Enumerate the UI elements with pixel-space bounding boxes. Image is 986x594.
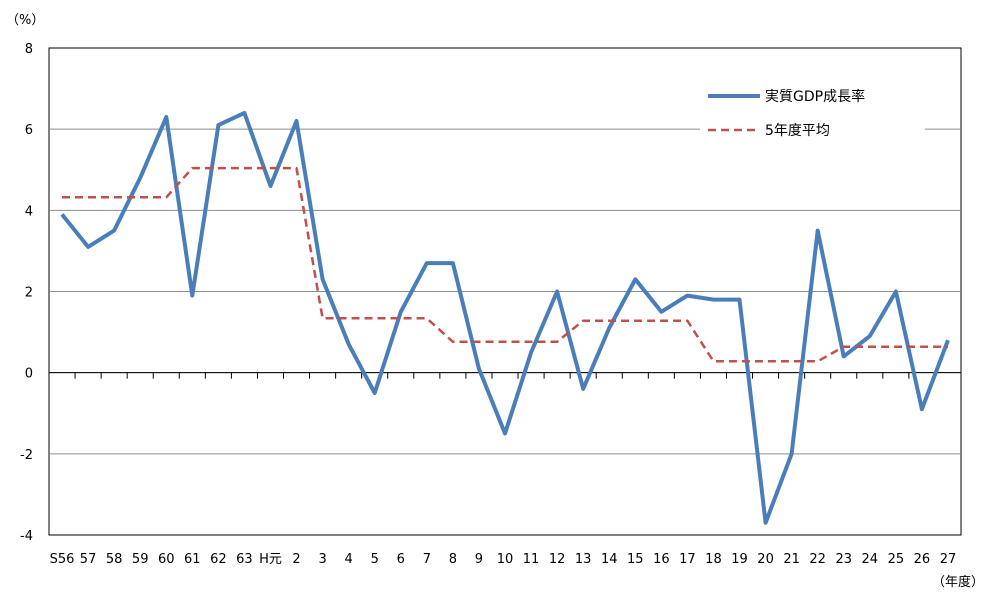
- x-tick-label: 16: [653, 552, 670, 567]
- x-tick-label: 12: [549, 552, 566, 567]
- x-tick-label: 23: [835, 552, 852, 567]
- x-tick-label: H元: [259, 552, 282, 567]
- x-tick-label: 21: [783, 552, 800, 567]
- x-tick-label: 7: [423, 552, 431, 567]
- y-unit-label: （%）: [6, 13, 44, 28]
- x-tick-label: 24: [862, 552, 879, 567]
- y-tick-label: -4: [20, 529, 33, 544]
- x-tick-label: 4: [345, 552, 353, 567]
- x-tick-label: 20: [757, 552, 774, 567]
- y-tick-label: 8: [25, 42, 33, 57]
- x-tick-label: 22: [809, 552, 826, 567]
- x-tick-label: 61: [184, 552, 201, 567]
- y-tick-label: 6: [25, 123, 33, 138]
- x-tick-label: 27: [940, 552, 957, 567]
- x-tick-label: 59: [132, 552, 149, 567]
- x-tick-label: 58: [106, 552, 123, 567]
- x-tick-label: 57: [80, 552, 97, 567]
- x-tick-label: 18: [705, 552, 722, 567]
- x-tick-label: S56: [50, 552, 75, 567]
- x-tick-label: 60: [158, 552, 175, 567]
- x-tick-label: 62: [210, 552, 227, 567]
- x-tick-label: 3: [318, 552, 326, 567]
- x-tick-label: 9: [475, 552, 483, 567]
- x-tick-label: 26: [914, 552, 931, 567]
- x-tick-label: 25: [888, 552, 905, 567]
- series-lines: [62, 113, 948, 523]
- x-tick-label: 17: [679, 552, 696, 567]
- x-tick-label: 10: [497, 552, 514, 567]
- y-tick-label: 2: [25, 286, 33, 301]
- legend-label-gdp: 実質GDP成長率: [765, 88, 865, 105]
- x-tick-label: 8: [449, 552, 457, 567]
- x-tick-label: 13: [575, 552, 592, 567]
- series-line-gdp: [62, 113, 948, 523]
- x-tick-label: 6: [397, 552, 405, 567]
- y-tick-label: -2: [20, 448, 33, 463]
- y-tick-label: 4: [25, 204, 33, 219]
- x-tick-label: 63: [236, 552, 253, 567]
- x-tick-label: 15: [627, 552, 644, 567]
- x-tick-label: 11: [523, 552, 540, 567]
- x-tick-label: 2: [292, 552, 300, 567]
- x-unit-label: （年度）: [932, 574, 984, 590]
- y-tick-label: 0: [25, 367, 33, 382]
- x-tick-label: 14: [601, 552, 618, 567]
- x-tick-label: 5: [371, 552, 379, 567]
- x-tick-label: 19: [731, 552, 748, 567]
- legend-label-5yr-avg: 5年度平均: [765, 123, 830, 139]
